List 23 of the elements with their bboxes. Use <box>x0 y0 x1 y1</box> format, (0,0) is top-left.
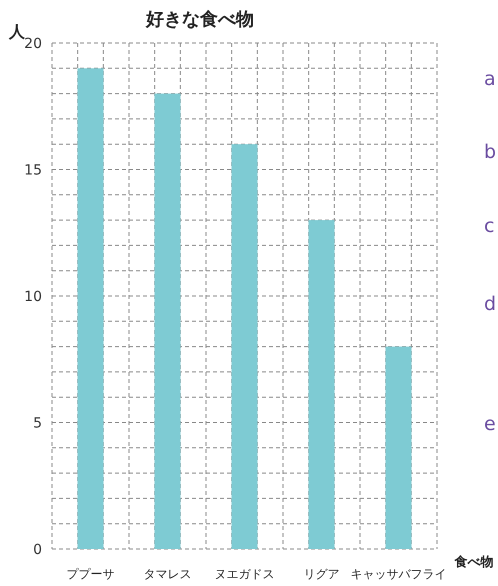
x-tick-label: ププーサ <box>66 567 114 581</box>
x-tick-label: キャッサバフライ <box>350 567 446 581</box>
y-tick-label: 20 <box>24 36 42 52</box>
y-tick-label: 15 <box>24 162 42 178</box>
text: b <box>484 141 496 163</box>
x-axis-title: 食べ物 <box>454 555 494 570</box>
x-tick-label: ヌエガドス <box>214 567 274 581</box>
text: a <box>484 68 496 90</box>
x-tick-label: タマレス <box>144 567 192 581</box>
text: c <box>484 215 494 237</box>
y-tick-label: 0 <box>33 542 42 558</box>
bar <box>232 144 258 549</box>
y-tick-label: 10 <box>24 289 42 305</box>
y-axis-title: 人 <box>8 22 26 41</box>
bar <box>154 94 180 549</box>
chart-title: 好きな食べ物 <box>145 9 254 30</box>
text: d <box>484 293 496 315</box>
text: e <box>484 413 496 435</box>
bar <box>78 68 104 549</box>
bar <box>386 346 412 549</box>
y-tick-label: 5 <box>33 416 42 432</box>
x-tick-label: リグア <box>304 567 340 581</box>
bar <box>308 220 334 549</box>
